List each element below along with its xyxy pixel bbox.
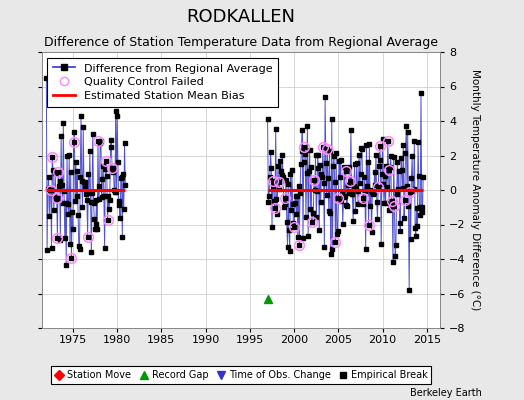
Title: Difference of Station Temperature Data from Regional Average: Difference of Station Temperature Data f… [44, 36, 438, 50]
Legend: Station Move, Record Gap, Time of Obs. Change, Empirical Break: Station Move, Record Gap, Time of Obs. C… [51, 366, 431, 384]
Text: RODKALLEN: RODKALLEN [187, 8, 296, 26]
Y-axis label: Monthly Temperature Anomaly Difference (°C): Monthly Temperature Anomaly Difference (… [470, 69, 480, 311]
Text: Berkeley Earth: Berkeley Earth [410, 388, 482, 398]
